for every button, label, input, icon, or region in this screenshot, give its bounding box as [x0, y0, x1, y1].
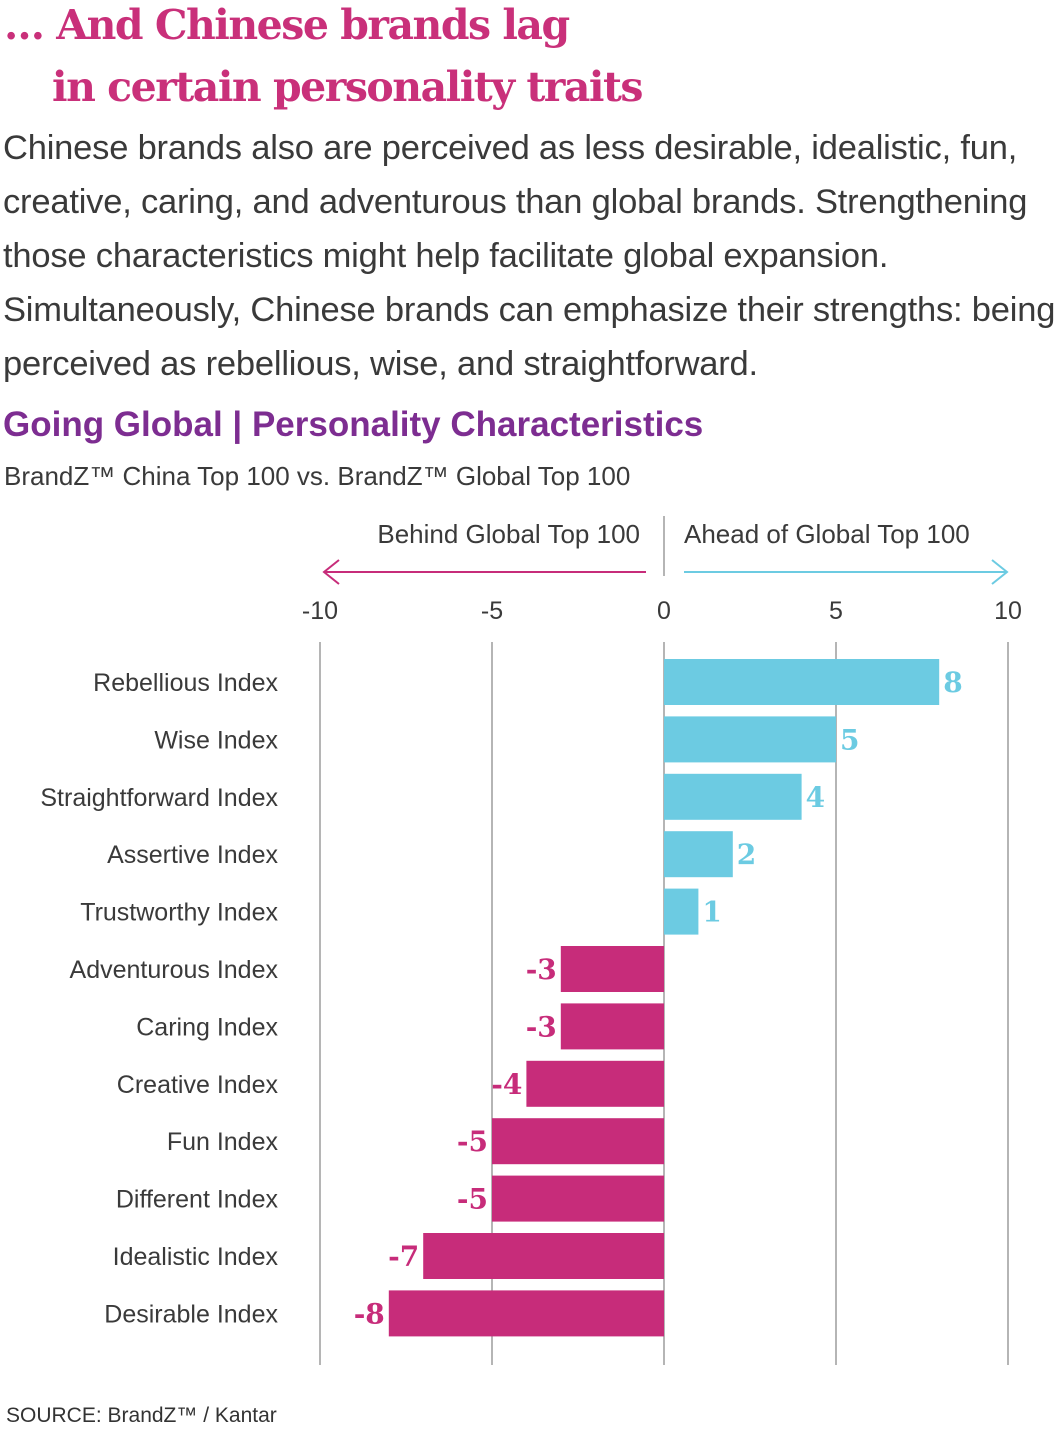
source-note: SOURCE: BrandZ™ / Kantar — [6, 1404, 277, 1427]
value-label: 4 — [806, 781, 825, 814]
bar — [664, 773, 802, 820]
category-label: Adventurous Index — [70, 956, 279, 984]
category-label: Different Index — [116, 1186, 279, 1214]
category-label: Desirable Index — [104, 1300, 278, 1328]
chart-title: Going Global | Personality Characteristi… — [3, 405, 704, 444]
value-label: 8 — [943, 666, 962, 699]
value-label: -5 — [457, 1183, 488, 1216]
bar — [423, 1233, 664, 1279]
category-labels: Rebellious Index Wise Index Straightforwar… — [40, 669, 278, 1328]
category-label: Straightforward Index — [40, 784, 278, 812]
x-tick-label: 5 — [829, 597, 843, 625]
category-label: Wise Index — [154, 726, 278, 754]
category-label: Assertive Index — [107, 841, 278, 869]
category-label: Idealistic Index — [113, 1243, 279, 1271]
bar — [560, 946, 664, 992]
headline-line-1: … And Chinese brands lag — [4, 1, 570, 49]
category-label: Trustworthy Index — [80, 899, 278, 927]
value-label: -4 — [491, 1068, 522, 1101]
bar-chart: Behind Global Top 100 Ahead of Global To… — [40, 516, 1022, 1365]
category-label: Fun Index — [167, 1128, 279, 1156]
bars — [388, 659, 940, 1337]
bar — [664, 659, 940, 705]
x-tick-label: -5 — [481, 597, 503, 625]
bar — [492, 1118, 664, 1165]
bar — [560, 1003, 664, 1050]
headline: … And Chinese brands lag in certain pers… — [4, 0, 644, 118]
x-axis-ticks: -10 -5 0 5 10 — [302, 597, 1022, 625]
headline-line-2: in certain personality traits — [52, 63, 644, 111]
ahead-label: Ahead of Global Top 100 — [684, 519, 970, 549]
value-label: -5 — [457, 1125, 488, 1158]
bar — [664, 716, 836, 763]
bar — [492, 1175, 664, 1222]
intro-paragraph: Chinese brands also are perceived as les… — [3, 129, 1056, 383]
bar — [388, 1290, 664, 1337]
category-label: Creative Index — [117, 1071, 279, 1099]
value-label: 2 — [737, 838, 756, 871]
direction-indicator: Behind Global Top 100 Ahead of Global To… — [322, 516, 1009, 585]
value-label: -8 — [354, 1297, 385, 1330]
x-tick-label: 10 — [994, 597, 1022, 625]
chart-subtitle: BrandZ™ China Top 100 vs. BrandZ™ Global… — [4, 461, 631, 491]
bar — [664, 888, 699, 935]
x-tick-label: 0 — [657, 597, 671, 625]
value-label: 5 — [840, 723, 859, 756]
bar — [526, 1060, 664, 1107]
value-label: -7 — [388, 1240, 419, 1273]
arrow-right-icon — [684, 559, 1009, 585]
bar — [664, 831, 733, 878]
value-label: 1 — [702, 896, 721, 929]
category-label: Caring Index — [136, 1013, 278, 1041]
value-label: -3 — [526, 953, 557, 986]
category-label: Rebellious Index — [93, 669, 278, 697]
behind-label: Behind Global Top 100 — [377, 519, 640, 549]
value-label: -3 — [526, 1010, 557, 1043]
x-tick-label: -10 — [302, 597, 338, 625]
arrow-left-icon — [322, 559, 646, 585]
